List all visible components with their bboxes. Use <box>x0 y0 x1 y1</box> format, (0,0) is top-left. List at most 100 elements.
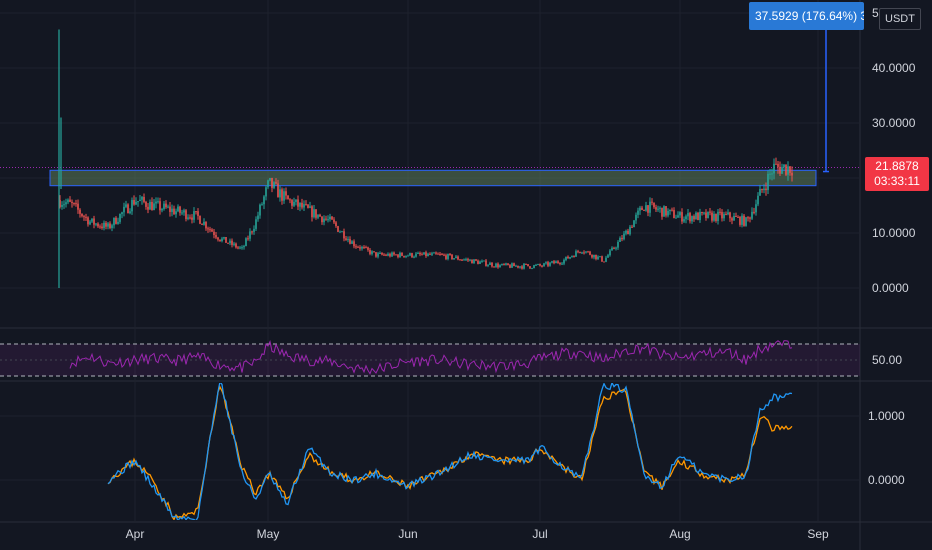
candle-body <box>665 206 667 216</box>
candle-body <box>273 182 275 188</box>
candle-body <box>283 191 285 201</box>
candle-body <box>79 209 81 214</box>
candle-body <box>297 199 299 207</box>
candle-body <box>775 163 777 165</box>
candle-body <box>541 265 543 267</box>
candle-body <box>629 226 631 235</box>
candle-body <box>231 240 233 245</box>
candle-body <box>279 189 281 198</box>
candle-body <box>457 256 459 260</box>
candle-body <box>669 209 671 211</box>
candle-body <box>369 249 371 254</box>
candle-body <box>777 163 779 167</box>
candle-body <box>511 263 513 268</box>
candle-body <box>687 213 689 217</box>
candle-body <box>123 206 125 213</box>
candle-body <box>585 251 587 253</box>
candle-body <box>745 217 747 226</box>
candle-body <box>475 259 477 261</box>
candle-body <box>313 209 315 218</box>
candle-body <box>243 246 245 248</box>
candle-body <box>113 217 115 226</box>
candle-body <box>481 260 483 262</box>
candle-body <box>715 213 717 221</box>
measure-tool[interactable] <box>823 30 829 173</box>
candle-body <box>789 166 791 173</box>
candle-body <box>437 253 439 255</box>
candle-body <box>241 247 243 249</box>
candle-body <box>615 247 617 249</box>
candle-body <box>361 247 363 249</box>
candle-body <box>247 238 249 240</box>
candle-body <box>165 203 167 208</box>
rsi-tick-label: 50.00 <box>872 353 902 367</box>
candle-body <box>699 212 701 221</box>
candle-body <box>527 264 529 267</box>
candle-body <box>765 188 767 191</box>
measure-badge: 37.5929 (176.64%) 3 <box>749 2 864 30</box>
candle-body <box>709 211 711 213</box>
candle-body <box>295 199 297 202</box>
candle-body <box>471 259 473 264</box>
candle-body <box>631 226 633 228</box>
candle-body <box>503 263 505 265</box>
candle-body <box>193 211 195 220</box>
candle-body <box>547 262 549 266</box>
candle-body <box>723 214 725 219</box>
candle-body <box>425 252 427 257</box>
candle-body <box>359 247 361 249</box>
candle-body <box>401 252 403 256</box>
candle-body <box>179 206 181 213</box>
candle-body <box>529 266 531 269</box>
candle-body <box>549 262 551 266</box>
candle-body <box>91 218 93 222</box>
candle-body <box>215 235 217 238</box>
candle-body <box>597 256 599 259</box>
candle-body <box>433 252 435 254</box>
candle-body <box>281 189 283 201</box>
candle-body <box>325 218 327 220</box>
candle-body <box>175 211 177 215</box>
candle-body <box>781 167 783 174</box>
candle-body <box>169 206 171 212</box>
candle-body <box>417 252 419 254</box>
candle-body <box>135 201 137 205</box>
candle-body <box>403 255 405 257</box>
candle-body <box>167 206 169 208</box>
candle-body <box>59 200 61 207</box>
candle-body <box>753 211 755 213</box>
candle-body <box>639 207 641 211</box>
candle-body <box>199 215 201 224</box>
candle-body <box>577 251 579 253</box>
candle-body <box>609 250 611 256</box>
candle-body <box>345 238 347 240</box>
candle-body <box>381 252 383 255</box>
candle-body <box>655 207 657 210</box>
candle-body <box>157 201 159 203</box>
candle-body <box>421 254 423 256</box>
candle-body <box>319 214 321 217</box>
candle-body <box>103 222 105 229</box>
candle-body <box>363 247 365 249</box>
candle-body <box>749 217 751 219</box>
candle-body <box>607 255 609 258</box>
last-price-badge: 21.8878 03:33:11 <box>865 157 929 191</box>
candle-body <box>453 258 455 260</box>
candle-body <box>671 209 673 211</box>
price-tick-label: 10.0000 <box>872 226 916 240</box>
candle-body <box>769 173 771 175</box>
candle-body <box>99 226 101 228</box>
candle-body <box>185 210 187 219</box>
candle-body <box>225 237 227 243</box>
candle-body <box>195 211 197 213</box>
rsi-line <box>69 339 793 375</box>
candle-body <box>593 254 595 258</box>
candle-body <box>785 164 787 175</box>
candle-body <box>543 263 545 267</box>
candle-body <box>83 216 85 218</box>
currency-badge[interactable]: USDT <box>879 8 921 30</box>
candle-body <box>495 263 497 268</box>
resistance-zone <box>49 169 817 187</box>
candle-body <box>255 219 257 229</box>
